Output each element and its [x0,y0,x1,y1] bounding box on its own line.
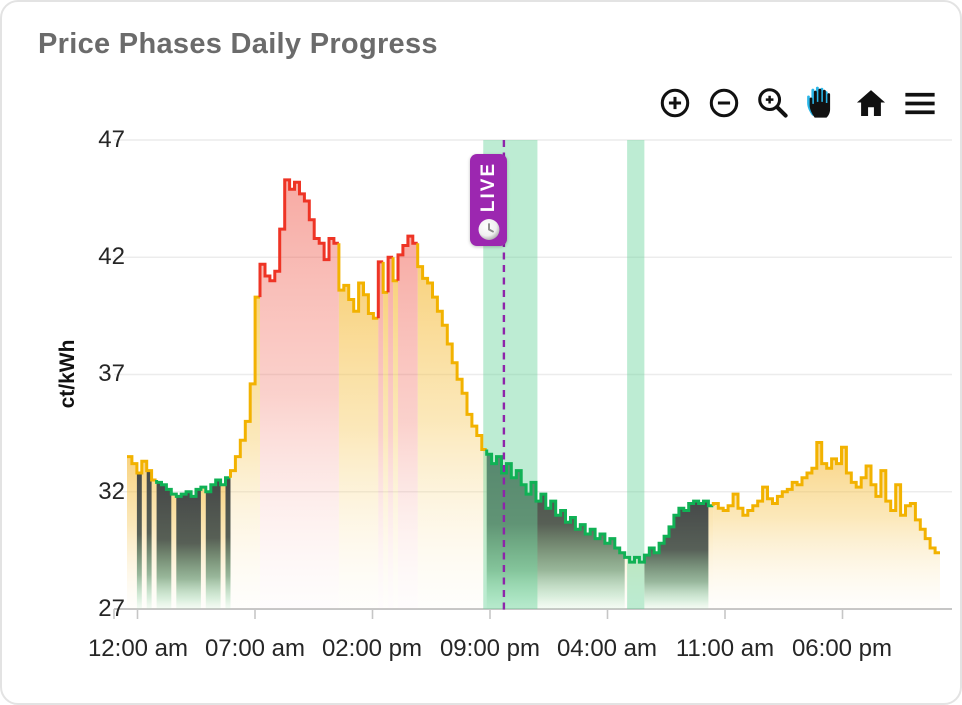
price-line-normal [416,243,487,451]
price-area [383,292,389,609]
x-tick-label: 09:00 pm [439,635,541,662]
price-area [393,280,398,609]
active-window-bar [136,473,142,609]
price-line-expensive [376,260,384,319]
expensive-phase-area [378,261,384,609]
menu-button[interactable] [900,84,940,122]
zoom-in-button[interactable] [655,84,695,122]
active-window-bar [486,454,625,609]
expensive-phase-area [260,179,339,609]
home-icon [856,90,886,116]
y-tick-label: 27 [98,595,125,622]
menu-icon [905,92,935,115]
price-area [338,283,379,609]
pan-hand-icon [807,86,831,118]
x-tick-label: 06:00 pm [791,635,893,662]
x-tick-label: 12:00 am [87,635,189,662]
price-line-expensive [396,234,418,281]
live-marker-badge: LIVE [470,154,507,246]
zoom-out-button[interactable] [704,84,744,122]
price-line-cheap [485,449,714,564]
y-axis-title: ct/kWh [56,339,79,409]
x-tick-label: 02:00 pm [321,635,423,662]
price-line-normal [337,243,379,320]
clock-icon [478,219,499,240]
price-line-normal [711,441,940,555]
x-tick-label: 07:00 am [204,635,306,662]
active-window-bar [176,489,201,609]
price-line-normal [391,257,398,283]
cheap-window-band [627,140,645,609]
price-line-normal [127,455,157,482]
x-tick-label: 04:00 am [556,635,658,662]
price-line-expensive [258,178,339,298]
chart-toolbar [655,84,940,122]
price-line-expensive [386,255,394,293]
zoom-out-icon [709,88,739,118]
box-zoom-icon [758,88,788,118]
expensive-phase-area [388,257,394,609]
active-window-bar [146,470,152,609]
active-window-bar [205,480,221,609]
price-area [417,266,487,609]
price-line-cheap [155,476,231,498]
pan-button[interactable] [802,84,842,122]
price-line-normal [381,261,389,294]
price-area [713,442,940,609]
y-tick-label: 37 [98,360,125,387]
price-line-normal [229,295,260,478]
active-window-bar [644,501,709,609]
box-zoom-button[interactable] [753,84,793,122]
page-title: Price Phases Daily Progress [38,28,438,60]
zoom-in-icon [660,88,690,118]
home-button[interactable] [851,84,891,122]
y-tick-label: 32 [98,478,125,505]
x-tick-label: 11:00 am [675,635,775,662]
y-tick-label: 42 [98,243,125,270]
price-area [230,297,260,609]
live-label: LIVE [477,161,499,213]
active-window-bar [225,477,231,609]
active-window-bar [156,482,172,609]
expensive-phase-area [398,236,418,609]
y-tick-label: 47 [98,126,125,153]
